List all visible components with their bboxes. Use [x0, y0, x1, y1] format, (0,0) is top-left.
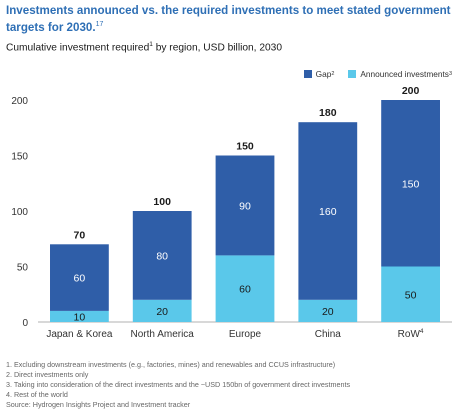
- bar-segment-gap: [381, 100, 440, 267]
- legend-label-announced: Announced investments: [360, 69, 449, 79]
- bar-total-label: 200: [402, 85, 420, 97]
- bar-total-label: 70: [74, 229, 86, 241]
- bar-segment-value-label: 90: [239, 200, 251, 212]
- bar-total-label: 180: [319, 107, 337, 119]
- bar-segment-announced: [381, 266, 440, 322]
- y-tick-label: 150: [11, 152, 28, 163]
- bar-segment-gap: [298, 122, 358, 300]
- bar-segment-announced: [298, 299, 358, 322]
- bar-segment-value-label: 20: [322, 306, 334, 318]
- bar-segment-value-label: 80: [156, 250, 168, 262]
- bar-segment-value-label: 60: [74, 273, 86, 285]
- legend-swatch-announced: [348, 70, 357, 78]
- subtitle-unit-text: by region, USD billion, 2030: [152, 42, 283, 54]
- bar-segment-value-label: 50: [405, 289, 417, 301]
- bar-segment-value-label: 20: [156, 306, 168, 318]
- bar-total-label: 150: [236, 141, 254, 153]
- x-category-label: RoW4: [398, 328, 424, 340]
- bar-total-label: 100: [153, 196, 171, 208]
- x-category-label: Europe: [229, 329, 262, 340]
- bar-segment-value-label: 160: [319, 206, 337, 218]
- legend-footnote-announced: 3: [448, 71, 452, 77]
- bar-segment-announced: [215, 255, 275, 322]
- legend-footnote-gap: 2: [331, 71, 335, 77]
- y-tick-label: 200: [11, 96, 28, 107]
- bar-segment-value-label: 60: [239, 284, 251, 296]
- y-tick-label: 0: [22, 318, 28, 329]
- chart-title: Investments announced vs. the required i…: [6, 4, 458, 35]
- x-category-label: China: [315, 329, 342, 340]
- x-category-footnote-marker: 4: [420, 328, 424, 335]
- y-tick-label: 50: [17, 263, 29, 274]
- footnote-4: 4. Rest of the world: [6, 390, 68, 400]
- legend-swatch-gap: [303, 70, 312, 78]
- x-category-label: North America: [131, 329, 195, 340]
- bar-segment-announced: [50, 310, 109, 322]
- chart-legend: Gap 2 Announced investments 3: [290, 69, 452, 79]
- bar-segment-gap: [215, 155, 275, 256]
- subtitle-footnote-marker: 1: [149, 41, 153, 48]
- stacked-bar-chart: 0 50 100 150 200 10 60 70 Japan & Korea 20 80 100 No…: [11, 85, 452, 340]
- legend-item-announced: Announced investments 3: [348, 69, 452, 79]
- footnote-1: 1. Excluding downstream investments (e.g…: [6, 360, 336, 369]
- subtitle-text: Cumulative investment required: [6, 42, 150, 54]
- chart-title-text: Investments announced vs. the required i…: [6, 4, 451, 34]
- chart-subtitle: Cumulative investment required1 by regio…: [6, 41, 282, 53]
- title-footnote-marker: 17: [95, 21, 104, 28]
- source-note: Source: Hydrogen Insights Project and In…: [6, 400, 191, 410]
- footnote-2: 2. Direct investments only: [6, 370, 89, 380]
- bar-segment-gap: [132, 211, 192, 300]
- y-tick-label: 100: [11, 207, 28, 218]
- bar-segment-gap: [50, 244, 109, 311]
- bar-segment-value-label: 10: [74, 311, 86, 323]
- legend-item-gap: Gap 2: [303, 69, 335, 79]
- footnotes: 1. Excluding downstream investments (e.g…: [6, 360, 350, 410]
- x-category-label: Japan & Korea: [46, 329, 113, 340]
- bar-segment-value-label: 150: [402, 178, 420, 190]
- footnote-3: 3. Taking into consideration of the dire…: [6, 380, 351, 390]
- legend-label-gap: Gap: [315, 69, 332, 79]
- bar-segment-announced: [132, 299, 192, 322]
